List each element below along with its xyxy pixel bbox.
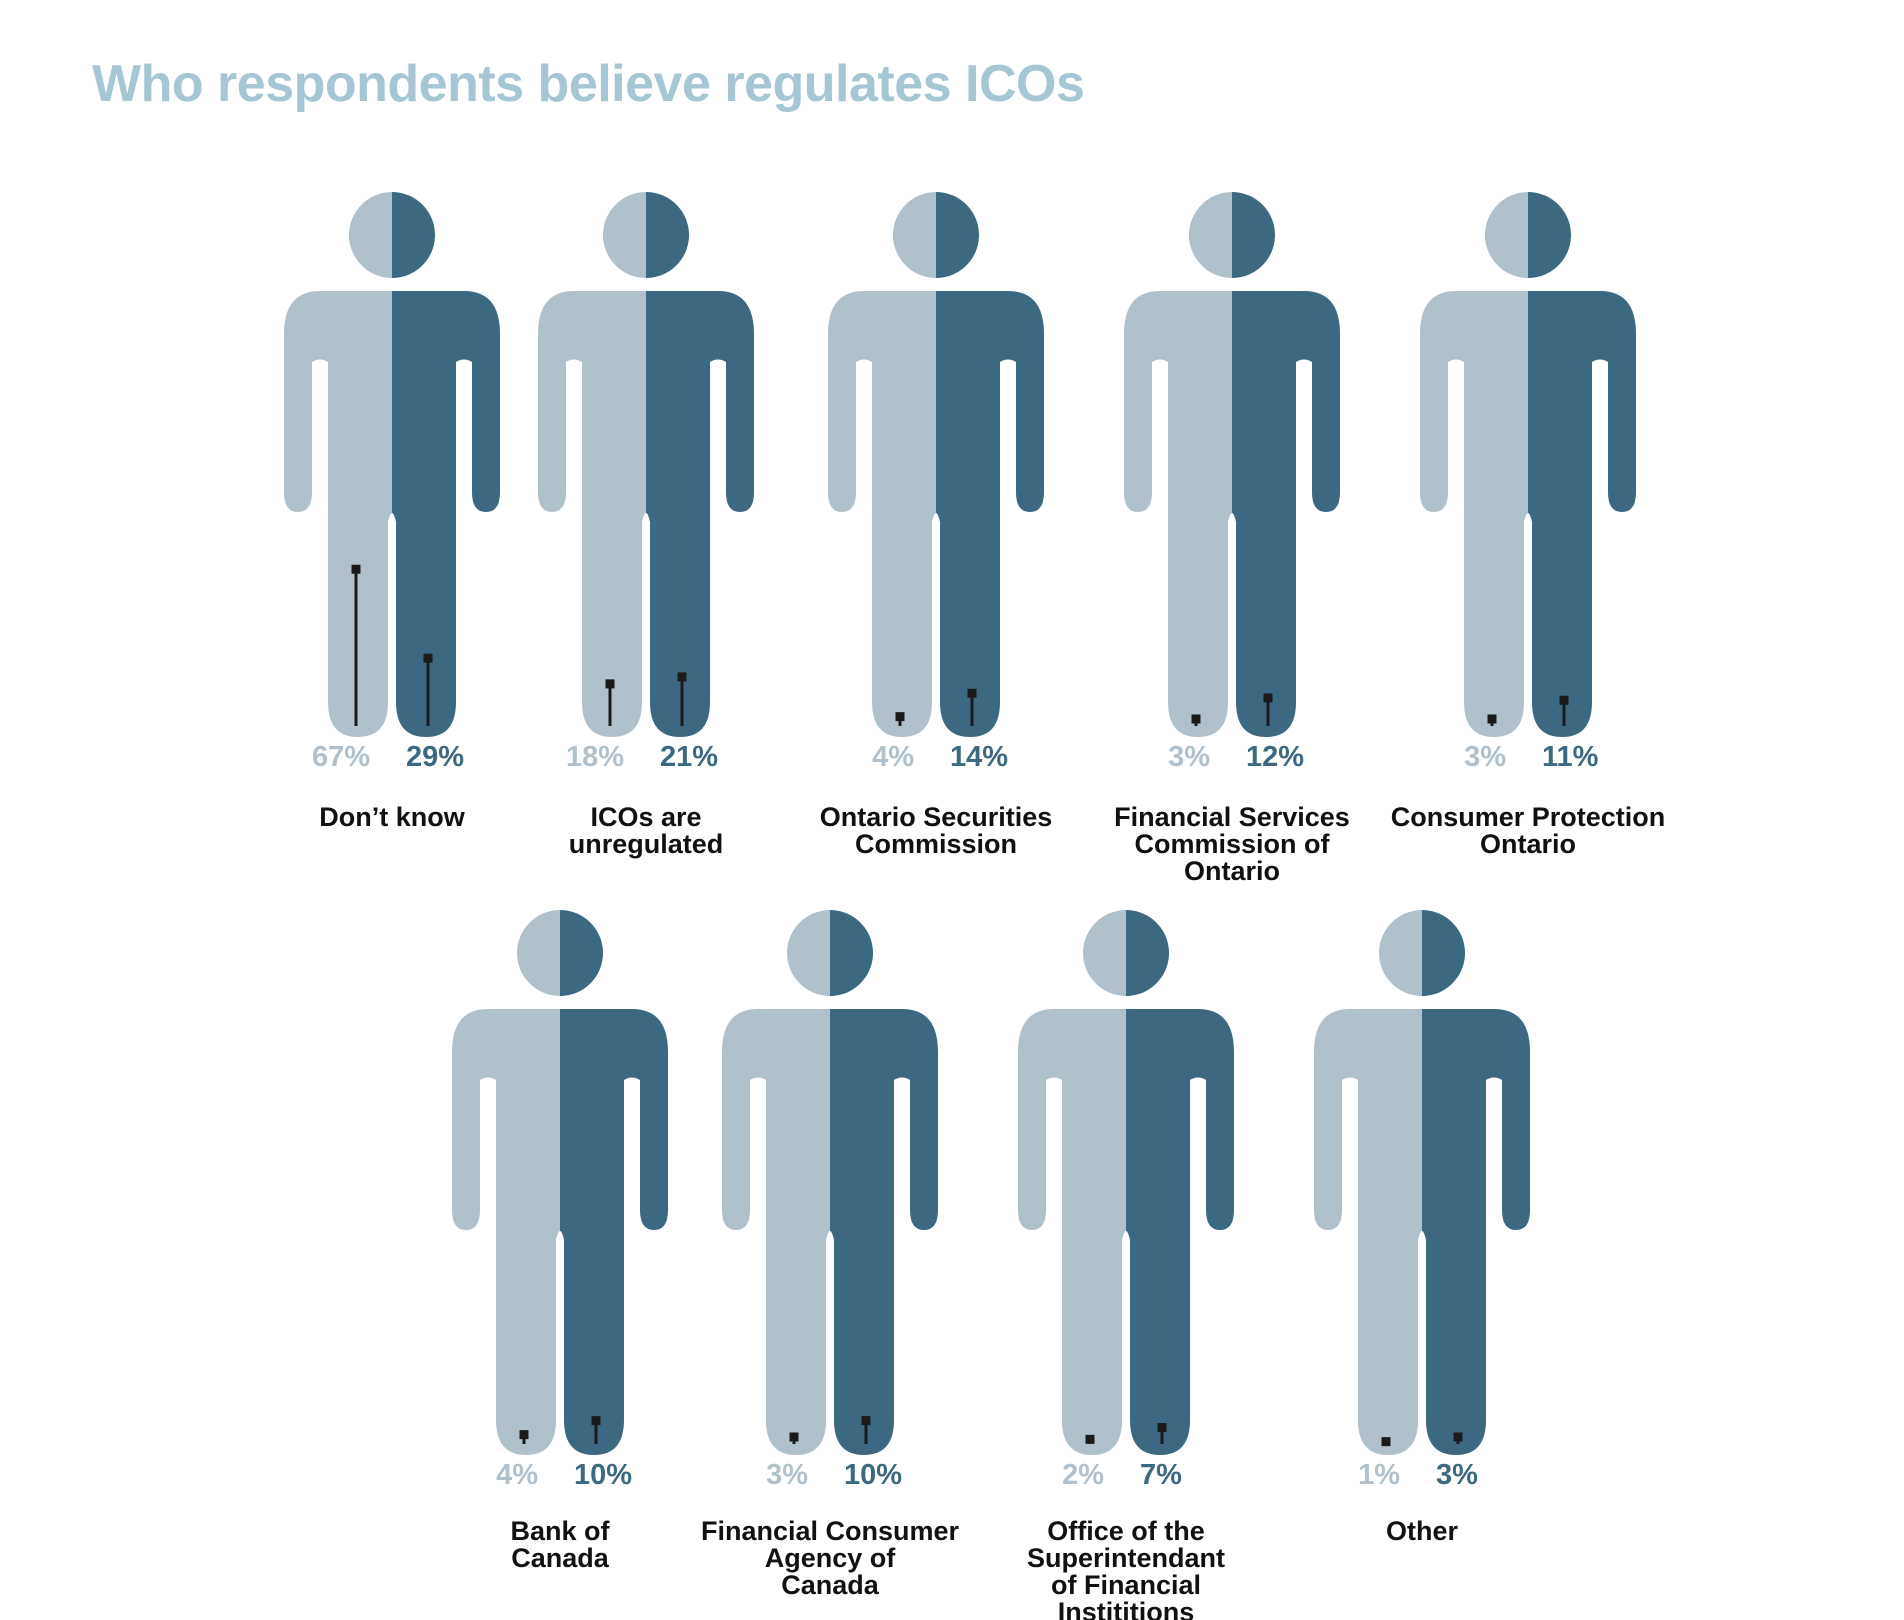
value-label-s0-4: 3% [1464,741,1506,773]
category-label-1: ICOs are unregulated [569,802,724,859]
figure-0: 67% 29% Don’t know [284,192,500,832]
category-label-2: Ontario Securities Commission [820,802,1053,859]
value-marker-s1-1 [677,672,687,682]
value-label-s1-7: 7% [1140,1459,1182,1491]
category-label-0: Don’t know [319,802,465,832]
value-label-s0-5: 4% [496,1459,538,1491]
figure-3: 3% 12% Financial Services Commission of Onta… [1114,192,1350,886]
figure-5: 4% 10% Bank of Canada [452,910,668,1573]
value-label-s0-2: 4% [872,741,914,773]
figure-8: 1% 3% Other [1314,910,1530,1546]
category-label-4: Consumer Protection Ontario [1391,802,1666,859]
value-label-s1-3: 12% [1246,741,1304,773]
category-label-8: Other [1386,1516,1459,1546]
value-marker-s0-8 [1381,1437,1391,1447]
person-right-half [1232,192,1340,737]
value-label-s1-1: 21% [660,741,718,773]
value-label-s0-8: 1% [1358,1459,1400,1491]
category-label-7: Office of the Superintendant of Financial I… [1027,1516,1225,1620]
person-right-half [1528,192,1636,737]
value-marker-s0-0 [351,564,361,574]
value-label-s1-6: 10% [844,1459,902,1491]
person-left-half [538,192,646,737]
category-label-3: Financial Services Commission of Ontario [1114,802,1350,886]
figure-2: 4% 14% Ontario Securities Commission [820,192,1053,859]
value-marker-s1-4 [1559,695,1569,705]
value-marker-s0-5 [519,1430,529,1440]
value-label-s1-0: 29% [406,741,464,773]
person-left-half [722,910,830,1455]
value-marker-s0-1 [605,679,615,689]
value-marker-s1-8 [1453,1432,1463,1442]
person-left-half [828,192,936,737]
value-label-s0-0: 67% [312,741,370,773]
person-left-half [1018,910,1126,1455]
value-marker-s1-3 [1263,693,1273,703]
figure-4: 3% 11% Consumer Protection Ontario [1391,192,1666,859]
value-label-s0-1: 18% [566,741,624,773]
value-marker-s1-0 [423,653,433,663]
person-left-half [1420,192,1528,737]
value-label-s1-5: 10% [574,1459,632,1491]
person-right-half [1422,910,1530,1455]
person-right-half [936,192,1044,737]
person-left-half [1124,192,1232,737]
figure-1: 18% 21% ICOs are unregulated [538,192,754,859]
value-marker-s0-2 [895,712,905,722]
value-label-s1-4: 11% [1542,741,1599,773]
value-marker-s1-6 [861,1416,871,1426]
figure-6: 3% 10% Financial Consumer Agency of Canada [701,910,960,1600]
chart-title: Who respondents believe regulates ICOs [92,55,1085,113]
value-marker-s0-7 [1085,1434,1095,1444]
category-label-6: Financial Consumer Agency of Canada [701,1516,960,1600]
person-left-half [452,910,560,1455]
value-label-s0-7: 2% [1062,1459,1104,1491]
person-left-half [1314,910,1422,1455]
value-marker-s1-2 [967,688,977,698]
figure-7: 2% 7% Office of the Superintendant of Financ… [1018,910,1234,1620]
person-left-half [284,192,392,737]
value-marker-s0-4 [1487,714,1497,724]
value-label-s0-3: 3% [1168,741,1210,773]
person-right-half [560,910,668,1455]
value-label-s0-6: 3% [766,1459,808,1491]
value-marker-s0-6 [789,1432,799,1442]
value-marker-s1-7 [1157,1423,1167,1433]
category-label-5: Bank of Canada [510,1516,610,1573]
person-right-half [830,910,938,1455]
person-right-half [646,192,754,737]
value-label-s1-2: 14% [950,741,1008,773]
value-label-s1-8: 3% [1436,1459,1478,1491]
person-right-half [392,192,500,737]
value-marker-s1-5 [591,1416,601,1426]
value-marker-s0-3 [1191,714,1201,724]
person-right-half [1126,910,1234,1455]
